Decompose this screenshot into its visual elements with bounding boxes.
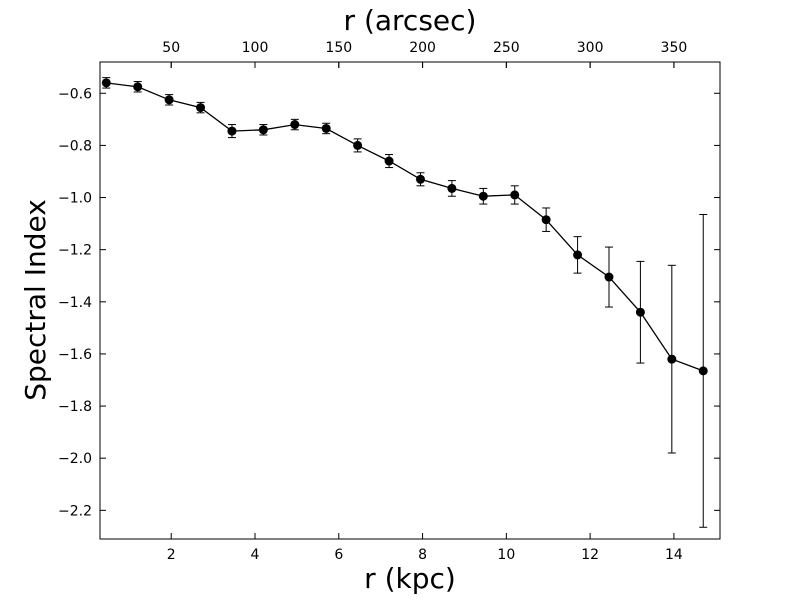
data-point <box>604 272 614 282</box>
data-point <box>196 103 206 113</box>
data-point <box>541 215 551 225</box>
y-axis-title: Spectral Index <box>19 199 52 401</box>
x-axis-title: r (kpc) <box>364 562 456 595</box>
y-tick-label: −1.4 <box>58 295 92 311</box>
data-point <box>667 354 677 364</box>
data-point <box>510 190 520 200</box>
data-point <box>635 307 645 317</box>
x2-tick-label: 100 <box>242 40 269 56</box>
data-point <box>290 120 300 130</box>
y-tick-label: −1.2 <box>58 243 92 259</box>
y-tick-label: −2.2 <box>58 503 92 519</box>
x-tick-label: 2 <box>167 547 176 563</box>
data-point <box>478 191 488 201</box>
x-tick-label: 4 <box>251 547 260 563</box>
data-layer <box>101 77 708 528</box>
data-point <box>164 95 174 105</box>
data-point <box>258 125 268 135</box>
x2-axis-title: r (arcsec) <box>344 4 477 37</box>
y-tick-label: −2.0 <box>58 451 92 467</box>
y-tick-label: −0.8 <box>58 138 92 154</box>
data-point <box>573 250 583 260</box>
data-point <box>227 126 237 136</box>
tick-layer: 2 4 6 8 10 12 14 50 100 150 200 250 300 350 −0.6 −0.8 −1… <box>58 40 720 563</box>
series-line <box>106 82 704 372</box>
data-point <box>384 156 394 166</box>
plot-area <box>99 61 721 540</box>
x2-tick-label: 200 <box>409 40 436 56</box>
data-point <box>101 78 111 88</box>
data-point <box>698 366 708 376</box>
plot-frame <box>99 61 721 540</box>
y-tick-label: −0.6 <box>58 86 92 102</box>
y-tick-label: −1.6 <box>58 347 92 363</box>
x-tick-label: 10 <box>497 547 515 563</box>
x2-tick-label: 250 <box>493 40 520 56</box>
x-tick-label: 8 <box>418 547 427 563</box>
x2-tick-label: 300 <box>577 40 604 56</box>
data-point <box>353 140 363 150</box>
y-tick-label: −1.0 <box>58 191 92 207</box>
x2-tick-label: 150 <box>325 40 352 56</box>
data-point <box>133 82 143 92</box>
x2-tick-label: 50 <box>162 40 180 56</box>
x-tick-label: 12 <box>581 547 599 563</box>
x2-tick-label: 350 <box>661 40 688 56</box>
data-point <box>321 123 331 133</box>
y-tick-label: −1.8 <box>58 399 92 415</box>
data-point <box>447 183 457 193</box>
x-tick-label: 14 <box>665 547 683 563</box>
data-point <box>415 174 425 184</box>
x-tick-label: 6 <box>334 547 343 563</box>
